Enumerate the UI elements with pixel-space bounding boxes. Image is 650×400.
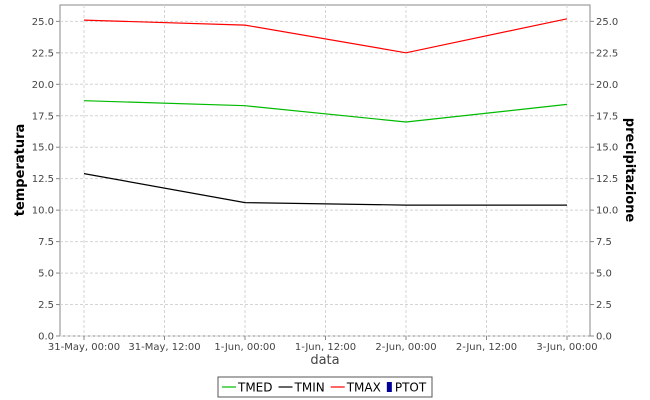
y2-tick-label: 0.0 <box>596 332 612 343</box>
x-axis: 31-May, 00:00 31-May, 12:00 1-Jun, 00:00 1-… <box>48 336 598 353</box>
y2-tick-label: 12.5 <box>596 174 618 185</box>
series-tmed-line <box>83 100 568 123</box>
legend-label-tmin: TMIN <box>294 381 325 395</box>
y2-tick-label: 15.0 <box>596 143 618 154</box>
x-tick-label: 31-May, 12:00 <box>128 342 200 353</box>
x-axis-title: data <box>310 353 339 368</box>
y2-tick-label: 7.5 <box>596 237 612 248</box>
y-axis-right: 0.0 2.5 5.0 7.5 10.0 12.5 15.0 17.5 20.0 22.5 25.0 <box>590 17 618 343</box>
y2-tick-label: 5.0 <box>596 269 612 280</box>
y-tick-label: 10.0 <box>32 206 54 217</box>
legend-label-tmed: TMED <box>237 381 273 395</box>
y-tick-label: 0.0 <box>38 332 54 343</box>
legend-box <box>217 376 433 398</box>
y-tick-label: 15.0 <box>32 143 54 154</box>
legend: TMED TMIN TMAX PTOT <box>217 376 433 398</box>
x-tick-label: 3-Jun, 00:00 <box>536 342 597 353</box>
y2-tick-label: 25.0 <box>596 17 618 28</box>
y-axis-left: 0.0 2.5 5.0 7.5 10.0 12.5 15.0 17.5 20.0 22.5 25.0 <box>32 17 60 343</box>
y-tick-label: 5.0 <box>38 269 54 280</box>
y2-tick-label: 22.5 <box>596 48 618 59</box>
series-lines <box>83 18 568 206</box>
x-tick-label: 2-Jun, 00:00 <box>375 342 436 353</box>
y-axis-title: temperatura <box>13 124 28 217</box>
y2-tick-label: 17.5 <box>596 111 618 122</box>
series-tmax-line <box>83 18 568 54</box>
y2-tick-label: 20.0 <box>596 80 618 91</box>
x-tick-label: 1-Jun, 12:00 <box>295 342 356 353</box>
y-tick-label: 12.5 <box>32 174 54 185</box>
y-tick-label: 2.5 <box>38 300 54 311</box>
legend-label-ptot: PTOT <box>395 381 427 395</box>
x-tick-label: 2-Jun, 12:00 <box>456 342 517 353</box>
series-tmin-line <box>83 173 567 206</box>
y-tick-label: 17.5 <box>32 111 54 122</box>
y-tick-label: 25.0 <box>32 17 54 28</box>
y-tick-label: 22.5 <box>32 48 54 59</box>
y2-axis-title: precipitazione <box>622 118 637 223</box>
y2-tick-label: 10.0 <box>596 206 618 217</box>
x-tick-label: 1-Jun, 00:00 <box>214 342 275 353</box>
y2-tick-label: 2.5 <box>596 300 612 311</box>
legend-label-tmax: TMAX <box>346 381 381 395</box>
x-tick-label: 31-May, 00:00 <box>48 342 120 353</box>
y-tick-label: 7.5 <box>38 237 54 248</box>
legend-swatch-ptot <box>386 382 392 392</box>
y-tick-label: 20.0 <box>32 80 54 91</box>
